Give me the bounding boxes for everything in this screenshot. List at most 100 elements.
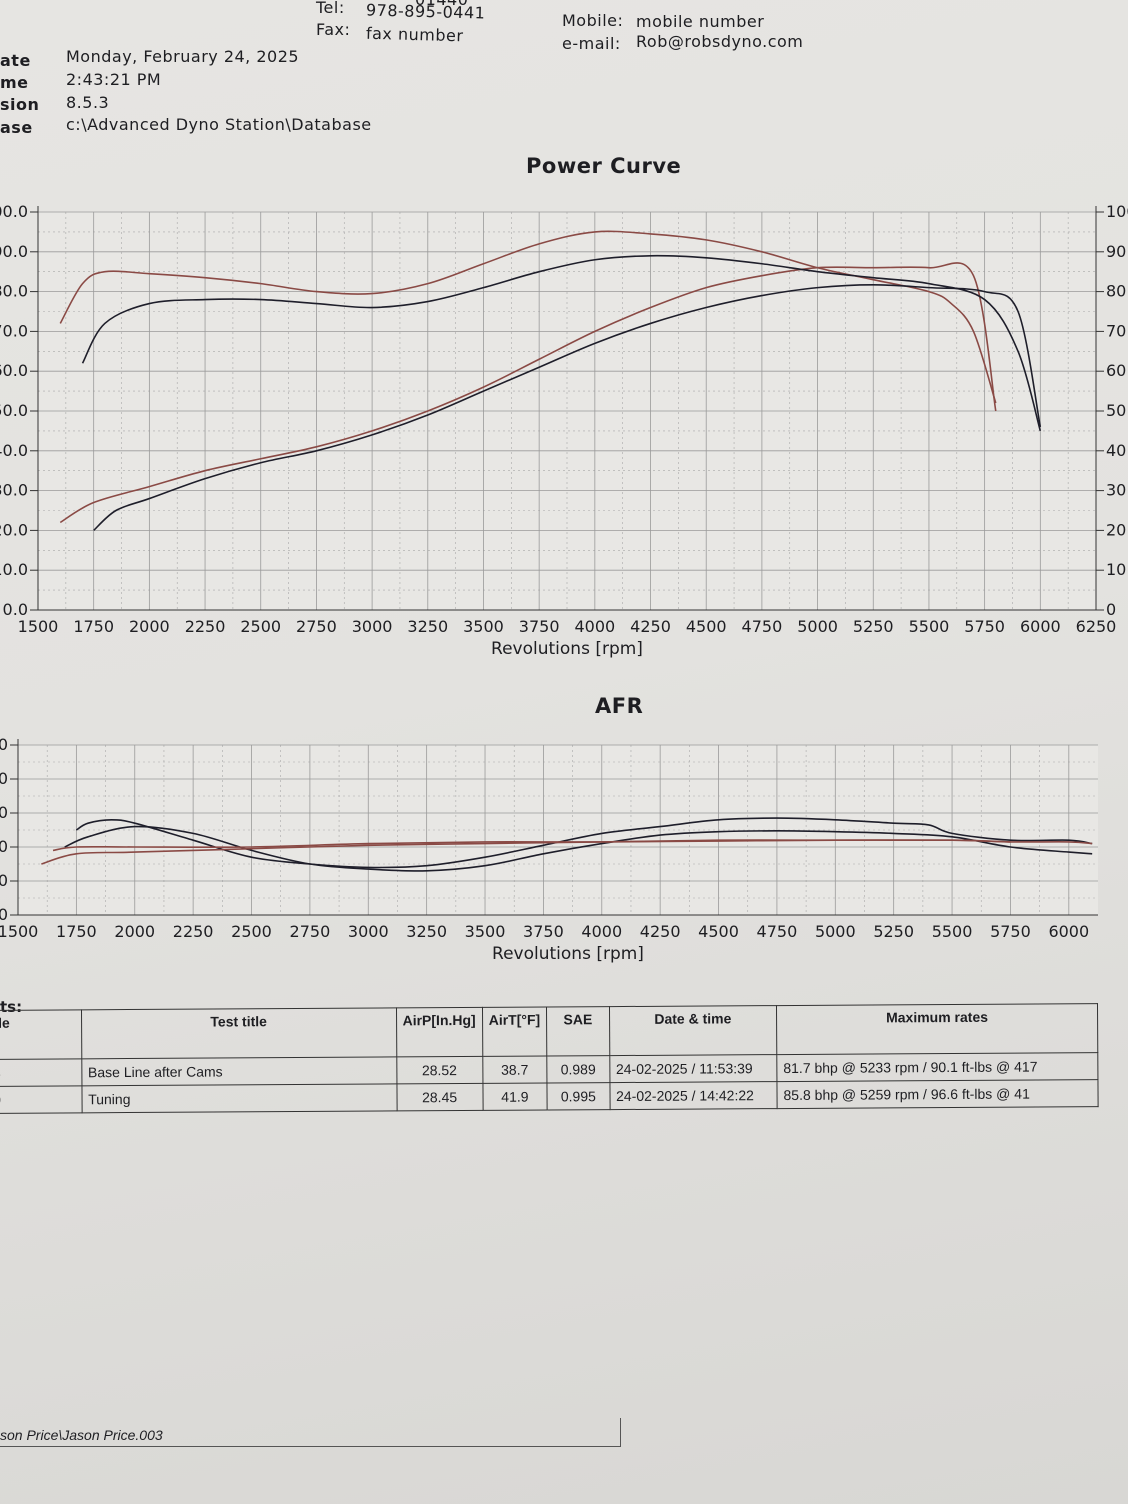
x-tick-label: 4250 — [630, 617, 671, 636]
mobile-value: mobile number — [636, 12, 765, 31]
sae-cell: 0.995 — [547, 1082, 610, 1110]
right-y-tick-label: 60 — [1106, 361, 1126, 380]
database-label: ase — [0, 118, 33, 137]
x-tick-label: 2250 — [173, 922, 214, 941]
x-tick-label: 6250 — [1076, 617, 1117, 636]
right-y-tick-label: 30 — [1106, 481, 1126, 500]
x-tick-label: 5000 — [815, 922, 856, 941]
time-value: 2:43:21 PM — [66, 70, 162, 89]
afr-series-line — [75, 817, 1093, 869]
y-tick-label: 20.0 — [0, 520, 28, 539]
power-series-line — [93, 284, 1042, 531]
y-tick-label: 30.0 — [0, 481, 28, 500]
col-airt: AirT[°F] — [482, 1006, 547, 1057]
max-rates-cell: 85.8 bhp @ 5259 rpm / 96.6 ft-lbs @ 41 — [776, 1079, 1099, 1109]
y-tick-label: 20 — [0, 871, 8, 890]
date-time-cell: 24-02-2025 / 11:53:39 — [609, 1054, 777, 1083]
x-tick-label: 5000 — [797, 617, 838, 636]
run-file-cell: 003 — [0, 1058, 82, 1087]
col-run-file: n file — [0, 1009, 82, 1060]
y-tick-label: 100.0 — [0, 202, 28, 221]
x-tick-label: 2250 — [185, 617, 226, 636]
y-tick-label: 100 — [0, 735, 8, 754]
version-label: sion — [0, 95, 40, 114]
x-tick-label: 3750 — [523, 922, 564, 941]
power-curve-title: Power Curve — [526, 154, 682, 178]
y-tick-label: 10.0 — [0, 560, 28, 579]
sae-cell: 0.989 — [546, 1055, 610, 1083]
x-tick-label: 5750 — [964, 617, 1005, 636]
col-test-title: Test title — [81, 1007, 397, 1059]
x-tick-label: 2000 — [114, 922, 155, 941]
x-tick-label: 1500 — [18, 617, 59, 636]
right-y-tick-label: 100.0 — [1106, 202, 1128, 221]
x-tick-label: 1750 — [56, 922, 97, 941]
power-curve-chart: 1500 1750 2000 2250 2500 2750 3000 3250 3500 3750… — [0, 202, 1128, 659]
x-tick-label: 6000 — [1048, 922, 1089, 941]
x-tick-label: 3000 — [352, 617, 393, 636]
y-tick-label: 80.0 — [0, 282, 28, 301]
x-tick-label: 4750 — [757, 922, 798, 941]
results-table: n file Test title AirP[In.Hg] AirT[°F] S… — [0, 1003, 1099, 1114]
x-tick-label: 5500 — [932, 922, 973, 941]
test-title-cell: Tuning — [81, 1083, 397, 1113]
right-y-tick-label: 40 — [1106, 441, 1126, 460]
y-tick-label: 40.0 — [0, 441, 28, 460]
airt-cell: 38.7 — [482, 1055, 548, 1084]
x-tick-label: 2750 — [290, 922, 331, 941]
right-y-tick-label: 70.0 — [1106, 321, 1128, 340]
afr-chart: 1500 1750 2000 2250 2500 2750 3000 3250 3500 3750… — [0, 735, 1098, 964]
right-y-tick-label: 50 — [1106, 401, 1126, 420]
y-tick-label: 60.0 — [0, 361, 28, 380]
x-tick-label: 5500 — [909, 617, 950, 636]
run-file-cell: 010 — [0, 1085, 82, 1114]
afr-title: AFR — [595, 694, 644, 718]
x-axis-title: Revolutions [rpm] — [491, 639, 643, 659]
y-tick-label: 60 — [0, 803, 8, 822]
date-time-cell: 24-02-2025 / 14:42:22 — [609, 1081, 778, 1110]
right-y-tick-label: 90.0 — [1106, 242, 1128, 261]
x-tick-label: 1500 — [0, 922, 38, 941]
x-axis-title: Revolutions [rpm] — [492, 944, 644, 964]
power-series-line — [59, 262, 997, 524]
x-tick-label: 2500 — [231, 922, 272, 941]
x-tick-label: 4500 — [698, 922, 739, 941]
x-tick-label: 1750 — [73, 617, 114, 636]
email-label: e-mail: — [562, 34, 621, 53]
date-value: Monday, February 24, 2025 — [66, 47, 300, 66]
y-tick-label: 0.0 — [3, 600, 28, 619]
x-tick-label: 5250 — [873, 922, 914, 941]
y-tick-label: 50.0 — [0, 401, 28, 420]
col-airp: AirP[In.Hg] — [395, 1007, 483, 1057]
x-tick-label: 3000 — [348, 922, 389, 941]
max-rates-cell: 81.7 bhp @ 5233 rpm / 90.1 ft-lbs @ 417 — [776, 1052, 1098, 1082]
x-tick-label: 3250 — [407, 617, 448, 636]
x-tick-label: 4000 — [574, 617, 615, 636]
header-top-number: 01440 — [415, 0, 468, 9]
torque-series-line — [81, 254, 1042, 432]
airp-cell: 28.45 — [396, 1083, 483, 1111]
x-tick-label: 5750 — [990, 922, 1031, 941]
x-tick-label: 5250 — [853, 617, 894, 636]
x-tick-label: 3500 — [463, 617, 504, 636]
time-label: me — [0, 73, 29, 92]
mobile-label: Mobile: — [562, 11, 624, 30]
tel-label: Tel: — [316, 0, 345, 17]
x-tick-label: 3750 — [519, 617, 560, 636]
x-tick-label: 2000 — [129, 617, 170, 636]
col-date-time: Date & time — [609, 1005, 777, 1056]
right-y-tick-label: 80.0 — [1106, 282, 1128, 301]
airp-cell: 28.52 — [396, 1056, 483, 1084]
col-max-rates: Maximum rates — [776, 1003, 1098, 1055]
x-tick-label: 4750 — [742, 617, 783, 636]
version-value: 8.5.3 — [66, 93, 110, 112]
torque-series-line — [59, 230, 997, 404]
results-section-label: ts: — [0, 998, 23, 1016]
date-label: ate — [0, 51, 31, 70]
x-tick-label: 3500 — [465, 922, 506, 941]
right-y-tick-label: 20 — [1106, 520, 1126, 539]
y-tick-label: 0 — [0, 905, 8, 924]
right-y-tick-label: 10 — [1106, 560, 1126, 579]
y-tick-label: 70.0 — [0, 321, 28, 340]
